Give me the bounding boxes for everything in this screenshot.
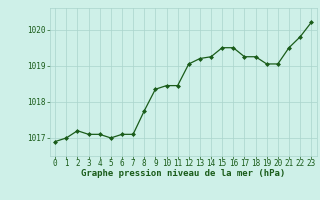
X-axis label: Graphe pression niveau de la mer (hPa): Graphe pression niveau de la mer (hPa)	[81, 169, 285, 178]
